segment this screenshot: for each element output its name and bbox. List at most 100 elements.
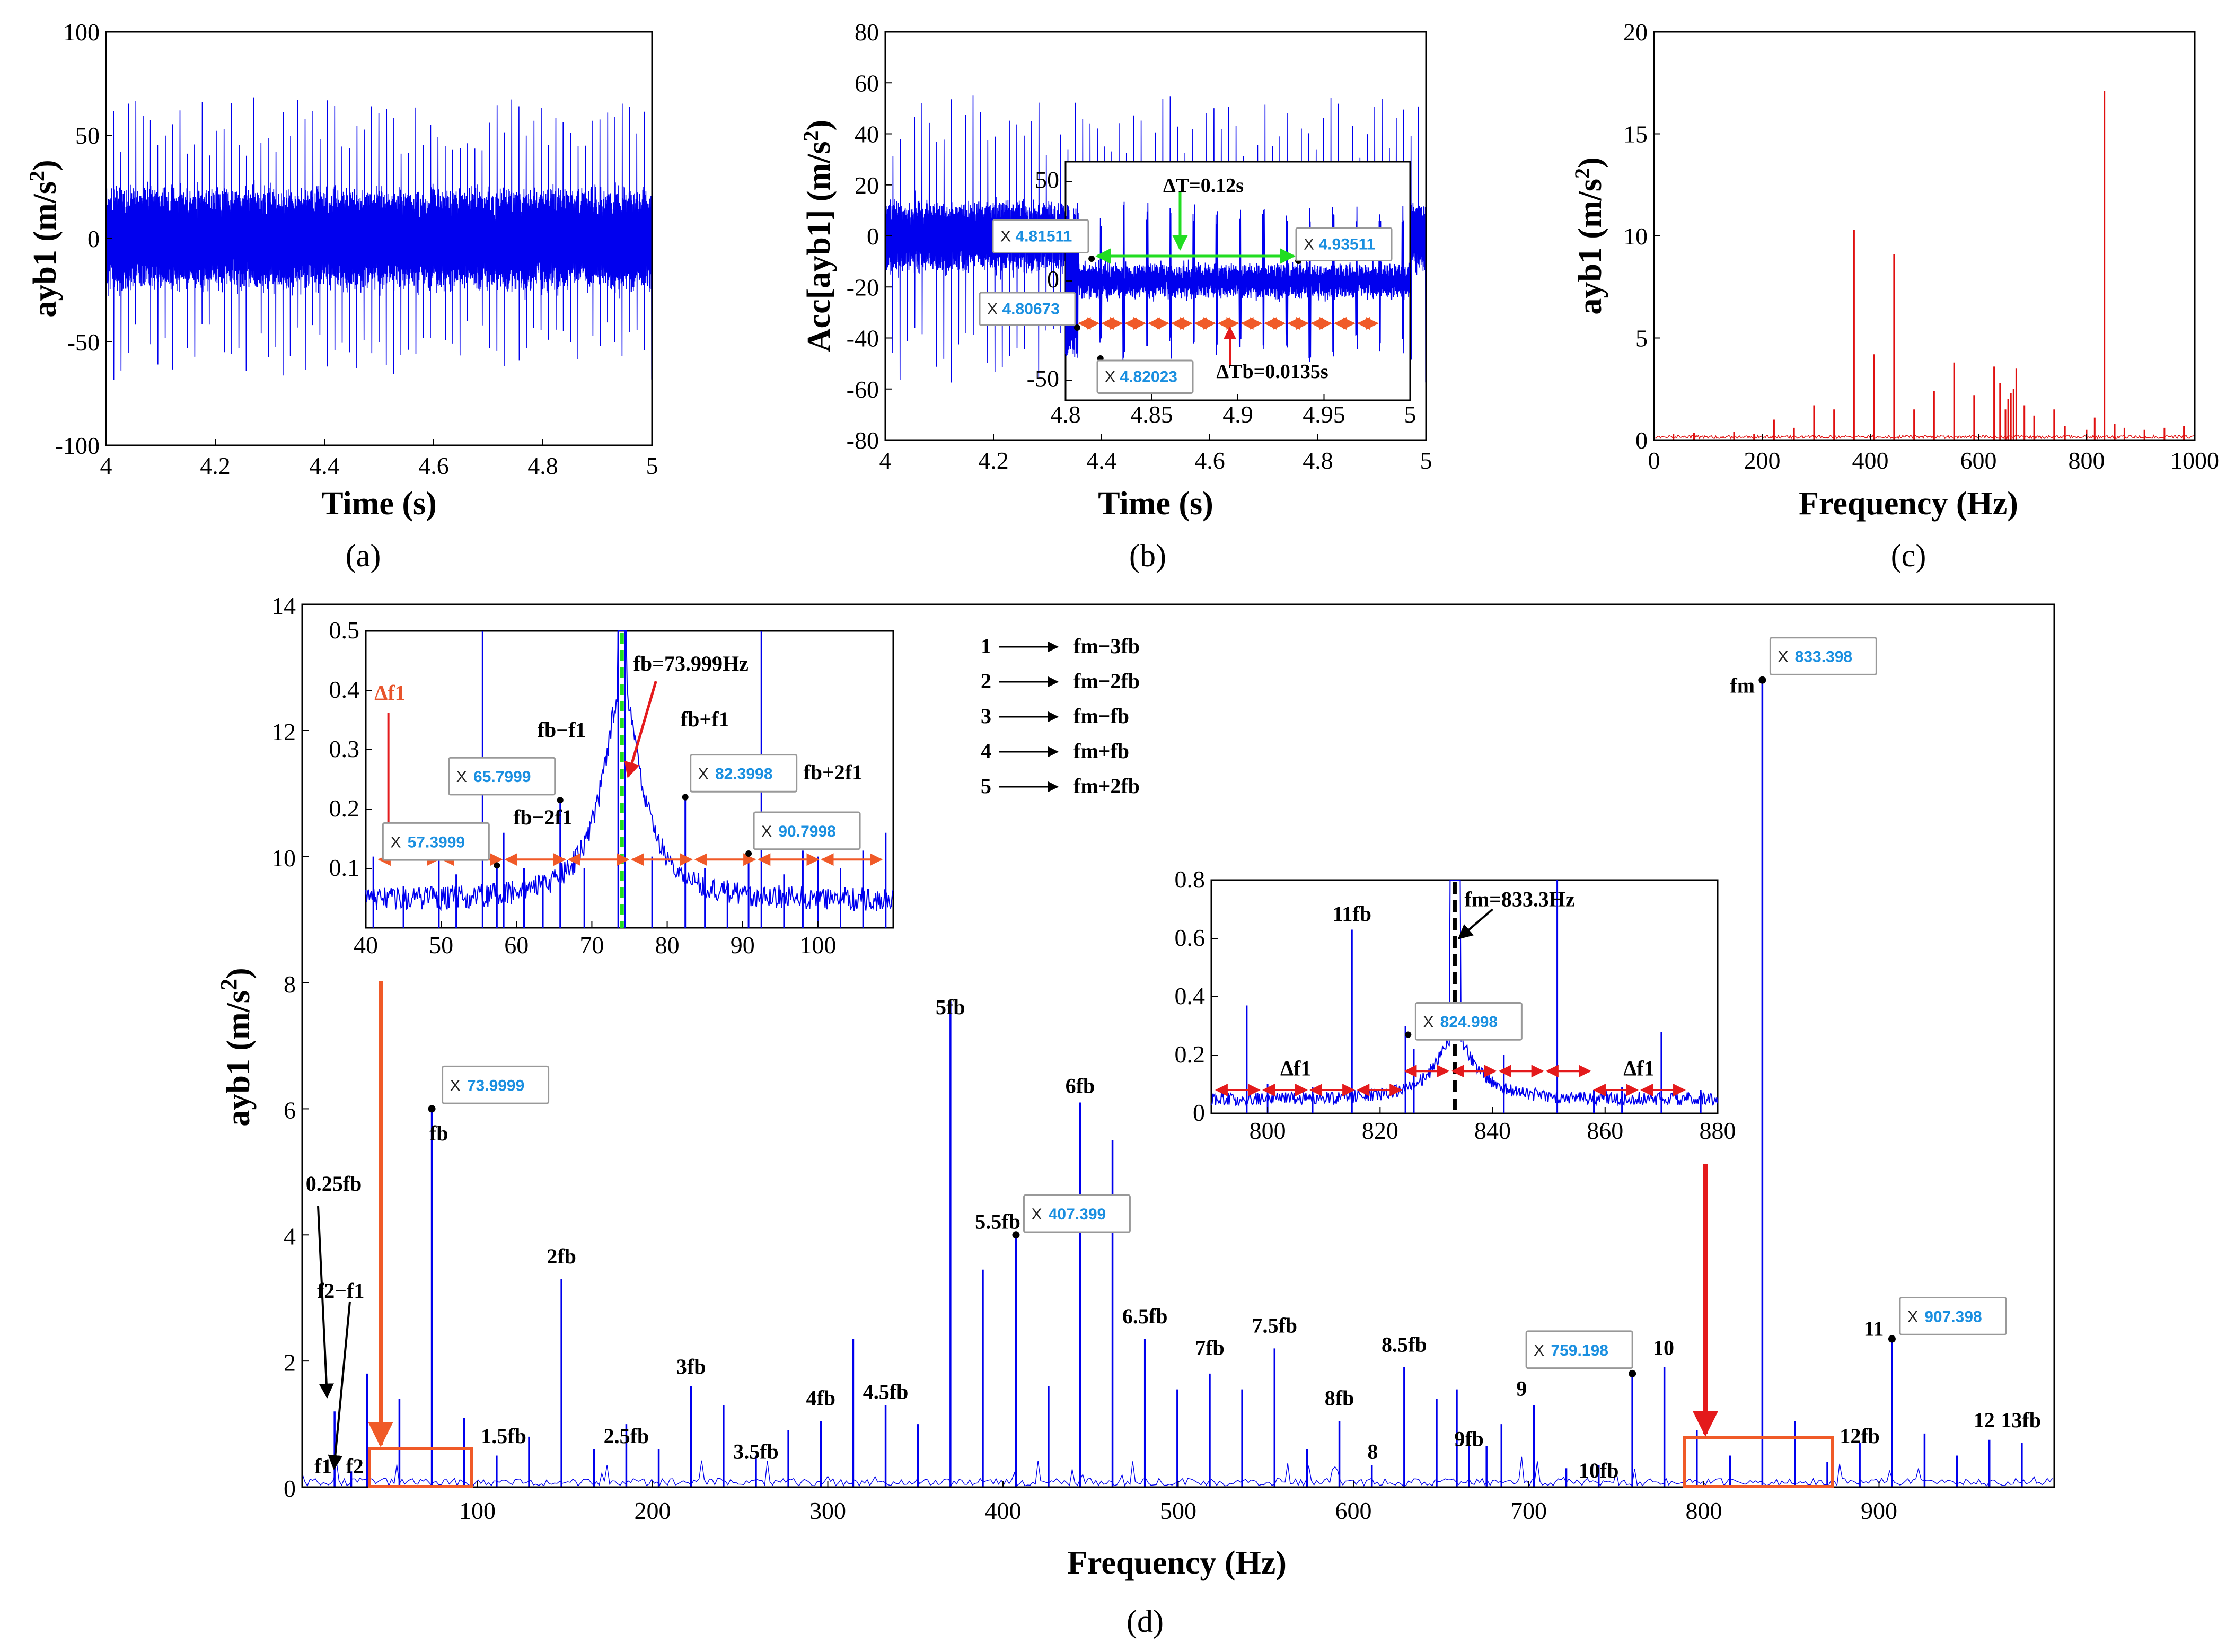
panel-c-spectrum [1653,91,2195,440]
x-tick-label: 300 [809,1497,846,1524]
datatip-box [1096,359,1194,394]
datatip-x-marker: X [1534,1342,1544,1359]
panel-b-inset: 4.8 4.85 4.9 4.95 5 -50 0 50 ΔT=0.12s ΔTb=0.013… [979,161,1416,428]
x-tick-label: 4.8 [1303,447,1333,474]
panel-a: 4 4.2 4.4 4.6 4.8 5 -100 -50 0 50 100 Time (s) ay… [25,19,658,573]
datatip: X 4.93511 [1295,227,1393,261]
x-tick-label: 4.2 [978,447,1009,474]
datatip-x-marker: X [1031,1206,1042,1223]
legend-label: fm+fb [1073,739,1129,763]
x-tick-label: 4.4 [309,452,340,479]
x-tick-label: 200 [635,1497,671,1524]
y-tick-label: 0 [1635,427,1648,454]
datatip-x-marker: X [698,766,709,783]
y-tick-label: 2 [284,1349,296,1376]
x-tick-label: 860 [1587,1117,1623,1144]
legend-number: 5 [981,774,991,798]
panel-c-xticks: 0 200 400 600 800 1000 [1648,434,2219,474]
datatip-point [1758,676,1766,684]
legend-label: fm+2fb [1073,774,1140,798]
datatip-point [682,794,689,801]
y-tick-label: 50 [1035,166,1059,193]
peak-label: 4.5fb [863,1380,909,1404]
panel-b-yticks: -80 -60 -40 -20 0 20 40 60 80 [847,19,892,454]
datatip-box [1414,1002,1523,1041]
panel-d-xlabel: Frequency (Hz) [1067,1545,1287,1581]
delta-f1-label: Δf1 [374,681,405,705]
datatip-point [1405,1031,1412,1038]
datatip-point [745,850,752,857]
inset-signal-trace [1065,201,1411,362]
peak-label: 4fb [806,1386,835,1410]
y-tick-label: 0.4 [1175,982,1206,1009]
x-tick-label: 80 [655,932,680,959]
y-tick-label: -40 [847,325,879,352]
legend-label: fm−3fb [1073,634,1140,658]
y-tick-label: 8 [284,971,296,998]
datatip-x-marker: X [1907,1308,1918,1325]
y-tick-label: 60 [855,69,879,96]
panel-a-xlabel: Time (s) [321,486,437,522]
datatip-x-marker: X [450,1077,461,1094]
inset-left-xticks: 40 50 60 70 80 90 100 [354,921,836,959]
eleven-fb-label: 11fb [1333,902,1371,926]
datatip: X 73.9999 [442,1065,550,1104]
datatip: X 824.998 [1414,1002,1523,1041]
inset-right-xticks: 800 820 840 860 880 [1250,1107,1736,1144]
x-tick-label: 400 [985,1497,1022,1524]
datatip-value: 4.82023 [1120,368,1177,386]
datatip: X 4.81511 [992,219,1089,253]
legend-label: fm−2fb [1073,669,1140,693]
legend-number: 3 [981,704,991,728]
datatip-point [1629,1369,1636,1377]
x-tick-label: 500 [1160,1497,1196,1524]
y-tick-label: 20 [855,172,879,199]
x-tick-label: 4.95 [1303,401,1345,428]
x-tick-label: 4.85 [1130,401,1173,428]
peak-label: 8.5fb [1382,1332,1427,1356]
panel-b-inset-xticks: 4.8 4.85 4.9 4.95 5 [1050,394,1416,428]
panel-c-yticks: 0 5 10 15 20 [1623,19,1660,454]
datatip-x-marker: X [390,833,401,851]
x-tick-label: 4.8 [1050,401,1081,428]
signal-trace [105,97,653,380]
x-tick-label: 5 [1420,447,1432,474]
delta-f1-label-b: Δf1 [1623,1057,1654,1080]
datatip: X 907.398 [1899,1297,2007,1335]
y-tick-label: 6 [284,1097,296,1124]
peak-label: f2−f1 [317,1279,364,1303]
x-tick-label: 900 [1861,1497,1897,1524]
x-tick-label: 4 [100,452,112,479]
y-tick-label: 0.5 [329,617,360,644]
x-tick-label: 800 [1686,1497,1722,1524]
datatip: X 4.80673 [979,292,1076,326]
peak-label: 1.5fb [481,1424,526,1448]
x-tick-label: 840 [1474,1117,1511,1144]
datatip-x-marker: X [1778,648,1788,666]
datatip-box [1295,227,1393,261]
y-tick-label: 10 [1623,223,1648,250]
x-tick-label: 100 [459,1497,496,1524]
y-tick-label: 0.2 [1175,1041,1206,1068]
panel-c-label: (c) [1891,538,1926,573]
peak-label: 7fb [1195,1335,1225,1359]
datatip-value: 824.998 [1440,1013,1498,1031]
datatip-box [753,811,861,850]
datatip: X 65.7999 [448,757,556,796]
datatip-x-marker: X [1000,228,1011,245]
datatip-point [557,797,564,804]
datatip-box [690,754,798,793]
panel-d-yticks: 0 2 4 6 8 10 12 14 [271,592,309,1502]
datatip: X 759.198 [1525,1330,1633,1369]
peak-label: 2.5fb [604,1424,649,1448]
panel-c-xlabel: Frequency (Hz) [1799,486,2018,522]
datatip-point [494,862,500,869]
fm-value-label: fm=833.3Hz [1465,887,1575,911]
datatip-box [442,1065,550,1104]
datatip-value: 4.93511 [1319,236,1376,253]
panel-d-xticks: 100 200 300 400 500 600 700 800 900 [459,1481,1897,1524]
peak-label: 12 [1974,1408,1995,1432]
panel-b-xticks: 4 4.2 4.4 4.6 4.8 5 [879,434,1432,474]
zoom-box-low [368,1447,473,1488]
